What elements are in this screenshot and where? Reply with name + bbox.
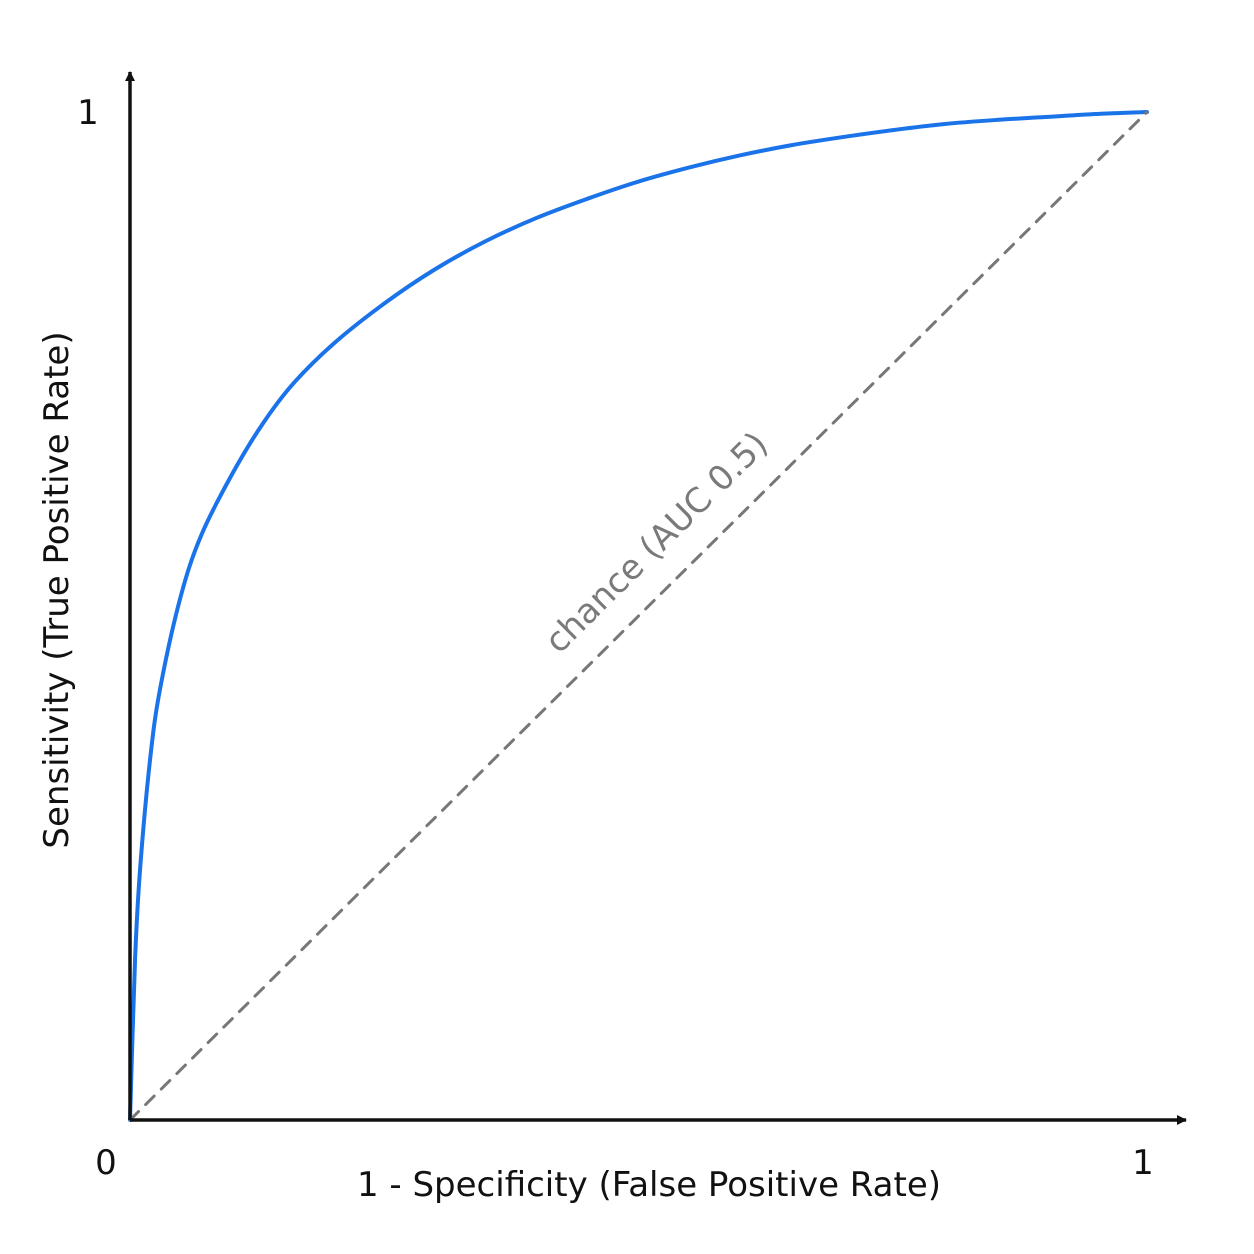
roc-curve-line bbox=[128, 110, 1149, 1122]
y-tick-label-1: 1 bbox=[77, 93, 99, 133]
chance-annotation: chance (AUC 0.5) bbox=[537, 424, 776, 661]
y-axis-title: Sensitivity (True Positive Rate) bbox=[37, 331, 77, 848]
x-axis-title: 1 - Specificity (False Positive Rate) bbox=[357, 1165, 941, 1205]
origin-tick-label: 0 bbox=[95, 1143, 117, 1183]
plot-area: 0 1 1 1 - Specificity (False Positive Rate)… bbox=[37, 71, 1187, 1205]
chance-diagonal-line bbox=[128, 110, 1149, 1122]
x-tick-label-1: 1 bbox=[1132, 1143, 1154, 1183]
